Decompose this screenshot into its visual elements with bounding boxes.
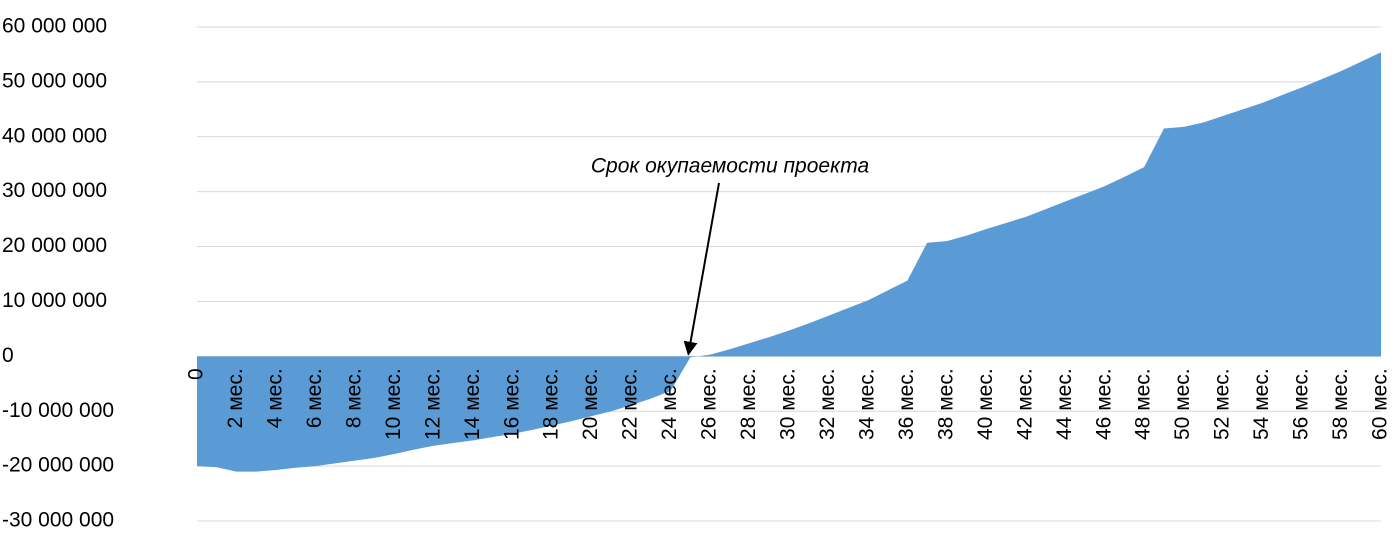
x-tick-label: 32 мес. <box>816 368 839 440</box>
x-tick-label: 22 мес. <box>619 368 642 440</box>
x-tick-label: 36 мес. <box>895 368 918 440</box>
x-tick-label: 56 мес. <box>1290 368 1313 440</box>
x-tick-label: 52 мес. <box>1211 368 1234 440</box>
area <box>197 52 1381 472</box>
x-tick-label: 28 мес. <box>737 368 760 440</box>
x-tick-label: 30 мес. <box>777 368 800 440</box>
x-tick-label: 60 мес. <box>1369 368 1392 440</box>
x-tick-label: 8 мес. <box>342 368 365 428</box>
x-tick-label: 50 мес. <box>1171 368 1194 440</box>
y-tick-label: 20 000 000 <box>2 234 107 257</box>
x-tick-label: 34 мес. <box>855 368 878 440</box>
x-tick-label: 58 мес. <box>1329 368 1352 440</box>
y-tick-label: -10 000 000 <box>2 399 114 422</box>
x-tick-label: 46 мес. <box>1092 368 1115 440</box>
x-tick-label: 26 мес. <box>698 368 721 440</box>
x-tick-label: 14 мес. <box>461 368 484 440</box>
x-tick-label: 2 мес. <box>224 368 247 428</box>
x-tick-label: 16 мес. <box>500 368 523 440</box>
annotation: Срок окупаемости проекта <box>591 155 869 178</box>
y-tick-label: 40 000 000 <box>2 124 107 147</box>
y-tick-label: 50 000 000 <box>2 69 107 92</box>
x-tick-label: 42 мес. <box>1013 368 1036 440</box>
x-tick-label: 6 мес. <box>303 368 326 428</box>
y-tick-label: 0 <box>2 344 14 367</box>
x-tick-label: 10 мес. <box>382 368 405 440</box>
x-tick-label: 0 <box>185 368 208 380</box>
x-tick-label: 18 мес. <box>540 368 563 440</box>
y-tick-label: -20 000 000 <box>2 454 114 477</box>
x-tick-label: 12 мес. <box>421 368 444 440</box>
x-tick-label: 20 мес. <box>579 368 602 440</box>
x-tick-label: 38 мес. <box>934 368 957 440</box>
x-tick-label: 44 мес. <box>1053 368 1076 440</box>
x-tick-label: 54 мес. <box>1250 368 1273 440</box>
y-tick-label: 60 000 000 <box>2 15 107 38</box>
y-tick-label: 30 000 000 <box>2 179 107 202</box>
y-tick-label: -30 000 000 <box>2 509 114 532</box>
y-tick-label: 10 000 000 <box>2 289 107 312</box>
x-tick-label: 48 мес. <box>1132 368 1155 440</box>
x-tick-label: 40 мес. <box>974 368 997 440</box>
x-tick-label: 4 мес. <box>263 368 286 428</box>
x-tick-label: 24 мес. <box>658 368 681 440</box>
annotation-arrow <box>683 182 720 356</box>
